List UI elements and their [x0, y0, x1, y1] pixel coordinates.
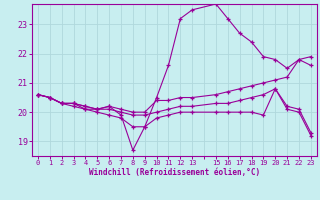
X-axis label: Windchill (Refroidissement éolien,°C): Windchill (Refroidissement éolien,°C) — [89, 168, 260, 177]
